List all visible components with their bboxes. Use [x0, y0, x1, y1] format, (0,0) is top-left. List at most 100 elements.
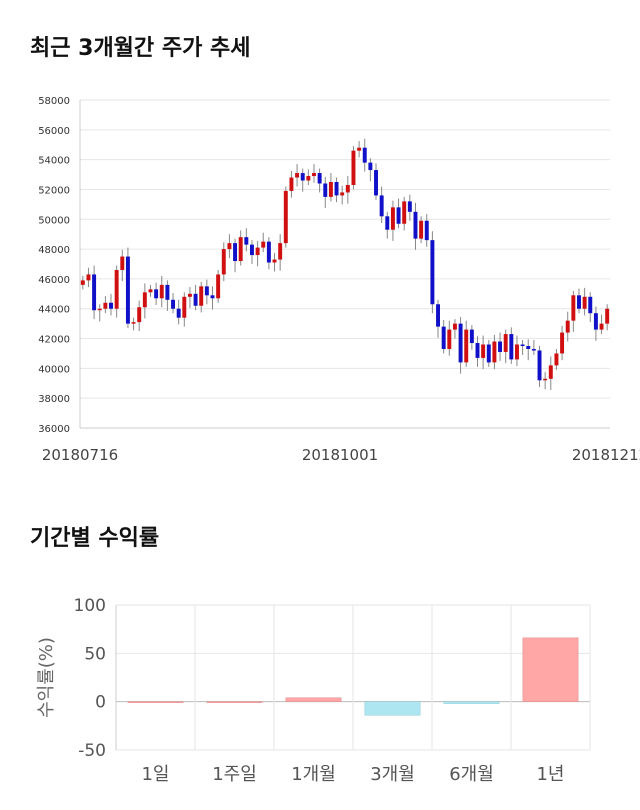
- candle-body: [537, 350, 542, 381]
- candle-body: [92, 274, 97, 311]
- candlestick-chart: 36000 38000 40000 42000 44000 46000 48000 50000…: [38, 96, 640, 464]
- candle-body: [125, 256, 130, 324]
- candle-body: [413, 211, 418, 239]
- candle-body: [436, 304, 441, 327]
- candle-body: [238, 237, 243, 262]
- y-tick-label: -50: [78, 741, 106, 761]
- candle-body: [193, 293, 198, 306]
- candle-body: [86, 274, 91, 281]
- candle-body: [577, 295, 581, 309]
- candle-body: [486, 344, 491, 363]
- candle-body: [402, 201, 407, 224]
- candle-body: [464, 329, 469, 363]
- x-tick-label: 20181212: [572, 446, 640, 464]
- candle-body: [142, 292, 147, 308]
- candle-body: [385, 216, 390, 230]
- candle-body: [137, 307, 142, 323]
- candle-body: [368, 162, 373, 171]
- candle-body: [345, 184, 350, 193]
- y-tick-label: 0: [95, 693, 106, 713]
- candle-body: [548, 365, 553, 379]
- candle-body: [357, 147, 362, 151]
- x-tick-label: 20181001: [302, 446, 378, 464]
- candle-body: [582, 296, 587, 309]
- candle-body: [255, 247, 260, 256]
- y-tick-label: 40000: [38, 364, 70, 375]
- y-tick-label: 42000: [38, 335, 70, 346]
- candle-body: [407, 201, 412, 212]
- candle-body: [221, 249, 226, 275]
- y-tick-label: 38000: [38, 394, 70, 405]
- candle-body: [424, 220, 429, 241]
- candle-body: [244, 237, 249, 245]
- return-bar: [522, 637, 579, 702]
- y-axis-label: 수익률(%): [36, 637, 57, 718]
- candle-body: [120, 256, 125, 270]
- return-bar: [206, 701, 263, 703]
- return-bar-chart: -50 0 50 100 1일 1주일 1개월 3개월 6개월 1년 수익률(%): [36, 596, 591, 785]
- x-tick-label: 1년: [536, 764, 564, 785]
- candle-body: [317, 173, 322, 184]
- x-tick-label: 1일: [141, 764, 169, 785]
- x-tick-label: 1주일: [212, 764, 257, 785]
- candle-body: [492, 341, 497, 363]
- candle-body: [131, 322, 136, 324]
- return-chart-title: 기간별 수익률: [30, 526, 160, 551]
- price-chart-title: 최근 3개월간 주가 추세: [30, 36, 251, 61]
- candle-body: [475, 343, 480, 358]
- candle-body: [481, 344, 486, 358]
- candle-body: [543, 378, 548, 381]
- candle-body: [312, 173, 316, 177]
- candle-body: [187, 293, 192, 297]
- candle-body: [233, 243, 238, 262]
- candle-body: [306, 176, 311, 181]
- y-tick-label: 44000: [38, 305, 70, 316]
- candle-body: [249, 244, 254, 256]
- candle-body: [374, 170, 378, 196]
- candle-body: [351, 150, 356, 185]
- candle-body: [323, 183, 328, 197]
- candle-body: [565, 320, 570, 333]
- candle-body: [171, 299, 176, 309]
- candle-body: [154, 289, 159, 299]
- candle-body: [554, 353, 559, 366]
- candle-body: [588, 296, 593, 314]
- candle-body: [199, 286, 204, 306]
- candle-body: [571, 295, 576, 321]
- candle-body: [430, 240, 435, 305]
- candle-body: [148, 289, 153, 293]
- candle-body: [272, 259, 277, 263]
- candle-body: [340, 192, 345, 196]
- return-bar: [285, 697, 342, 702]
- return-bar: [364, 701, 421, 716]
- x-tick-label: 3개월: [370, 764, 415, 785]
- candle-body: [498, 341, 503, 352]
- candle-body: [593, 313, 598, 330]
- candle-body: [182, 296, 187, 318]
- y-tick-label: 100: [74, 596, 106, 616]
- candle-body: [605, 308, 610, 324]
- candle-body: [109, 302, 113, 309]
- candle-body: [396, 207, 401, 224]
- candle-body: [469, 329, 474, 344]
- candle-body: [114, 269, 119, 309]
- candle-body: [176, 308, 181, 318]
- candle-body: [227, 243, 232, 250]
- candle-body: [210, 295, 215, 299]
- candle-body: [379, 195, 384, 217]
- candle-body: [159, 284, 164, 299]
- x-tick-label: 20180716: [42, 446, 118, 464]
- candle-body: [520, 344, 525, 347]
- candle-body: [295, 173, 300, 178]
- y-tick-label: 48000: [38, 245, 70, 256]
- candle-body: [441, 326, 446, 349]
- return-bar: [127, 701, 184, 703]
- return-bar: [443, 701, 500, 704]
- candle-body: [509, 334, 514, 360]
- y-tick-label: 54000: [38, 156, 70, 167]
- candle-body: [283, 190, 288, 244]
- candle-body: [514, 344, 519, 360]
- y-tick-label: 52000: [38, 185, 70, 196]
- candle-body: [334, 182, 339, 196]
- candle-body: [503, 334, 508, 352]
